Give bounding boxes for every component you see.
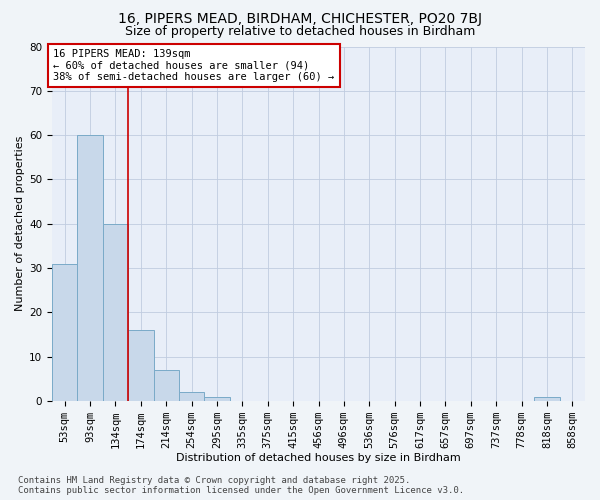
Bar (179, 392, 204, 401)
X-axis label: Distribution of detached houses by size in Birdham: Distribution of detached houses by size … (176, 452, 461, 462)
Bar (52, 264, 77, 401)
Bar (103, 224, 128, 401)
Bar (77, 135, 103, 401)
Text: Size of property relative to detached houses in Birdham: Size of property relative to detached ho… (125, 25, 475, 38)
Bar (154, 370, 179, 401)
Text: Contains HM Land Registry data © Crown copyright and database right 2025.
Contai: Contains HM Land Registry data © Crown c… (18, 476, 464, 495)
Text: 16 PIPERS MEAD: 139sqm
← 60% of detached houses are smaller (94)
38% of semi-det: 16 PIPERS MEAD: 139sqm ← 60% of detached… (53, 48, 335, 82)
Bar (534, 396, 560, 401)
Y-axis label: Number of detached properties: Number of detached properties (15, 136, 25, 312)
Bar (128, 330, 154, 401)
Bar (204, 396, 230, 401)
Text: 16, PIPERS MEAD, BIRDHAM, CHICHESTER, PO20 7BJ: 16, PIPERS MEAD, BIRDHAM, CHICHESTER, PO… (118, 12, 482, 26)
